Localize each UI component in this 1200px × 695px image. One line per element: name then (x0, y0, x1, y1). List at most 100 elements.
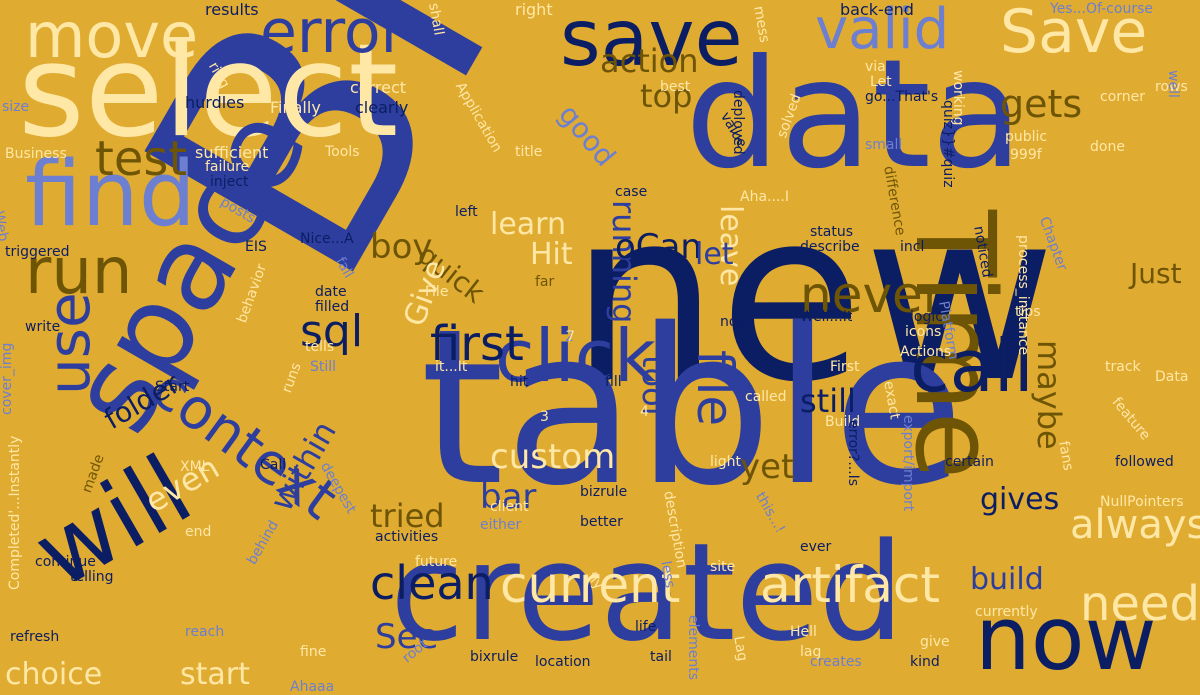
word-186: 4 (640, 404, 649, 420)
word-87: case (615, 184, 648, 200)
word-138: followed (1115, 454, 1174, 470)
word-137: certain (945, 454, 994, 470)
word-122: Data (1155, 369, 1189, 385)
word-55: build (970, 562, 1044, 597)
word-16: call (910, 324, 1034, 408)
word-150: telling (70, 569, 114, 585)
word-92: EIS (245, 239, 267, 255)
word-187: 7 (566, 329, 575, 345)
word-165: elements (685, 615, 701, 681)
word-83: done (1090, 139, 1125, 155)
word-28: never (800, 266, 944, 324)
word-141: NullPointers (1100, 494, 1184, 510)
word-142: bizrule (580, 484, 628, 500)
word-90: left (455, 204, 478, 220)
word-164: tail (650, 649, 672, 665)
word-12: error (260, 0, 406, 67)
word-79: failure (205, 159, 250, 175)
word-116: logic (910, 309, 943, 325)
word-15: valid (815, 0, 950, 62)
word-183: Lag (730, 634, 751, 663)
word-149: continue (35, 554, 96, 570)
word-177: quiz}}#quiz (940, 100, 956, 188)
word-147: better (580, 514, 623, 530)
word-74: rows (1155, 79, 1188, 95)
word-11: save (560, 0, 743, 84)
word-30: always (1070, 502, 1200, 548)
word-184: 2 (565, 329, 574, 345)
word-80: inject (210, 174, 249, 190)
word-59: Just (1130, 257, 1182, 290)
word-57: choice (5, 657, 103, 692)
word-135: light (710, 454, 742, 470)
word-169: give (920, 634, 950, 650)
word-114: tips (1015, 304, 1041, 320)
word-53: maybe (1030, 340, 1068, 450)
word-85: 999f (1010, 147, 1042, 163)
word-180: Completed'...Instantly (7, 435, 23, 590)
word-140: fans (1055, 439, 1077, 472)
word-31: gets (1000, 82, 1083, 126)
word-170: kind (910, 654, 940, 670)
word-52: still (800, 382, 856, 420)
word-20: use (35, 292, 103, 395)
word-110: it...It (435, 359, 468, 375)
word-40: let (695, 237, 734, 272)
word-109: Still (310, 359, 337, 375)
word-34: good (552, 98, 623, 173)
word-22: first (430, 316, 524, 372)
word-75: size (2, 99, 30, 115)
word-181: less (657, 559, 678, 590)
word-61: right (515, 0, 553, 19)
word-70: Let (870, 74, 892, 90)
word-84: title (515, 144, 543, 160)
word-153: ever (800, 539, 832, 555)
word-81: public (1005, 129, 1048, 145)
word-54: gives (980, 482, 1060, 517)
word-159: fine (300, 644, 327, 660)
word-36: oCan (615, 227, 702, 267)
word-168: creates (810, 654, 862, 670)
word-78: Tools (325, 144, 360, 160)
word-42: boy (370, 227, 433, 267)
word-82: small (865, 137, 903, 153)
word-18: run (25, 235, 133, 309)
word-51: yet (740, 447, 795, 487)
word-162: location (535, 654, 591, 670)
word-115: icons (905, 324, 942, 340)
word-143: client (490, 499, 529, 515)
word-88: Aha....I (740, 189, 789, 205)
word-100: Web (0, 209, 12, 243)
word-9: find (25, 142, 196, 247)
word-13: move (25, 0, 199, 72)
word-24: current (500, 556, 681, 614)
word-157: reach (185, 624, 225, 640)
word-131: feature (1108, 394, 1154, 444)
word-161: bixrule (470, 649, 519, 665)
word-33: top (640, 77, 693, 115)
word-134: end (185, 524, 212, 540)
word-58: start (180, 657, 250, 692)
word-47: bar (480, 477, 537, 517)
word-60: results (205, 0, 259, 19)
word-107: write (25, 319, 61, 335)
word-77: sufficient (195, 143, 269, 162)
word-156: refresh (10, 629, 60, 645)
word-167: lag (800, 644, 822, 660)
word-185: 3 (540, 409, 549, 425)
word-117: Actions (900, 344, 952, 360)
word-160: Ahaaa (290, 679, 335, 695)
word-104: File (425, 284, 449, 300)
word-112: runs (279, 360, 305, 396)
word-46: custom (490, 437, 616, 477)
word-65: Finally (270, 98, 321, 117)
word-163: life (635, 619, 657, 635)
word-105: date (315, 284, 347, 300)
word-73: corner (1100, 89, 1146, 105)
word-106: filled (315, 299, 350, 315)
word-38: learn (490, 207, 566, 242)
word-23: file (686, 350, 744, 427)
word-119: none (720, 314, 755, 330)
word-91: triggered (5, 244, 70, 260)
word-94: status (810, 224, 854, 240)
